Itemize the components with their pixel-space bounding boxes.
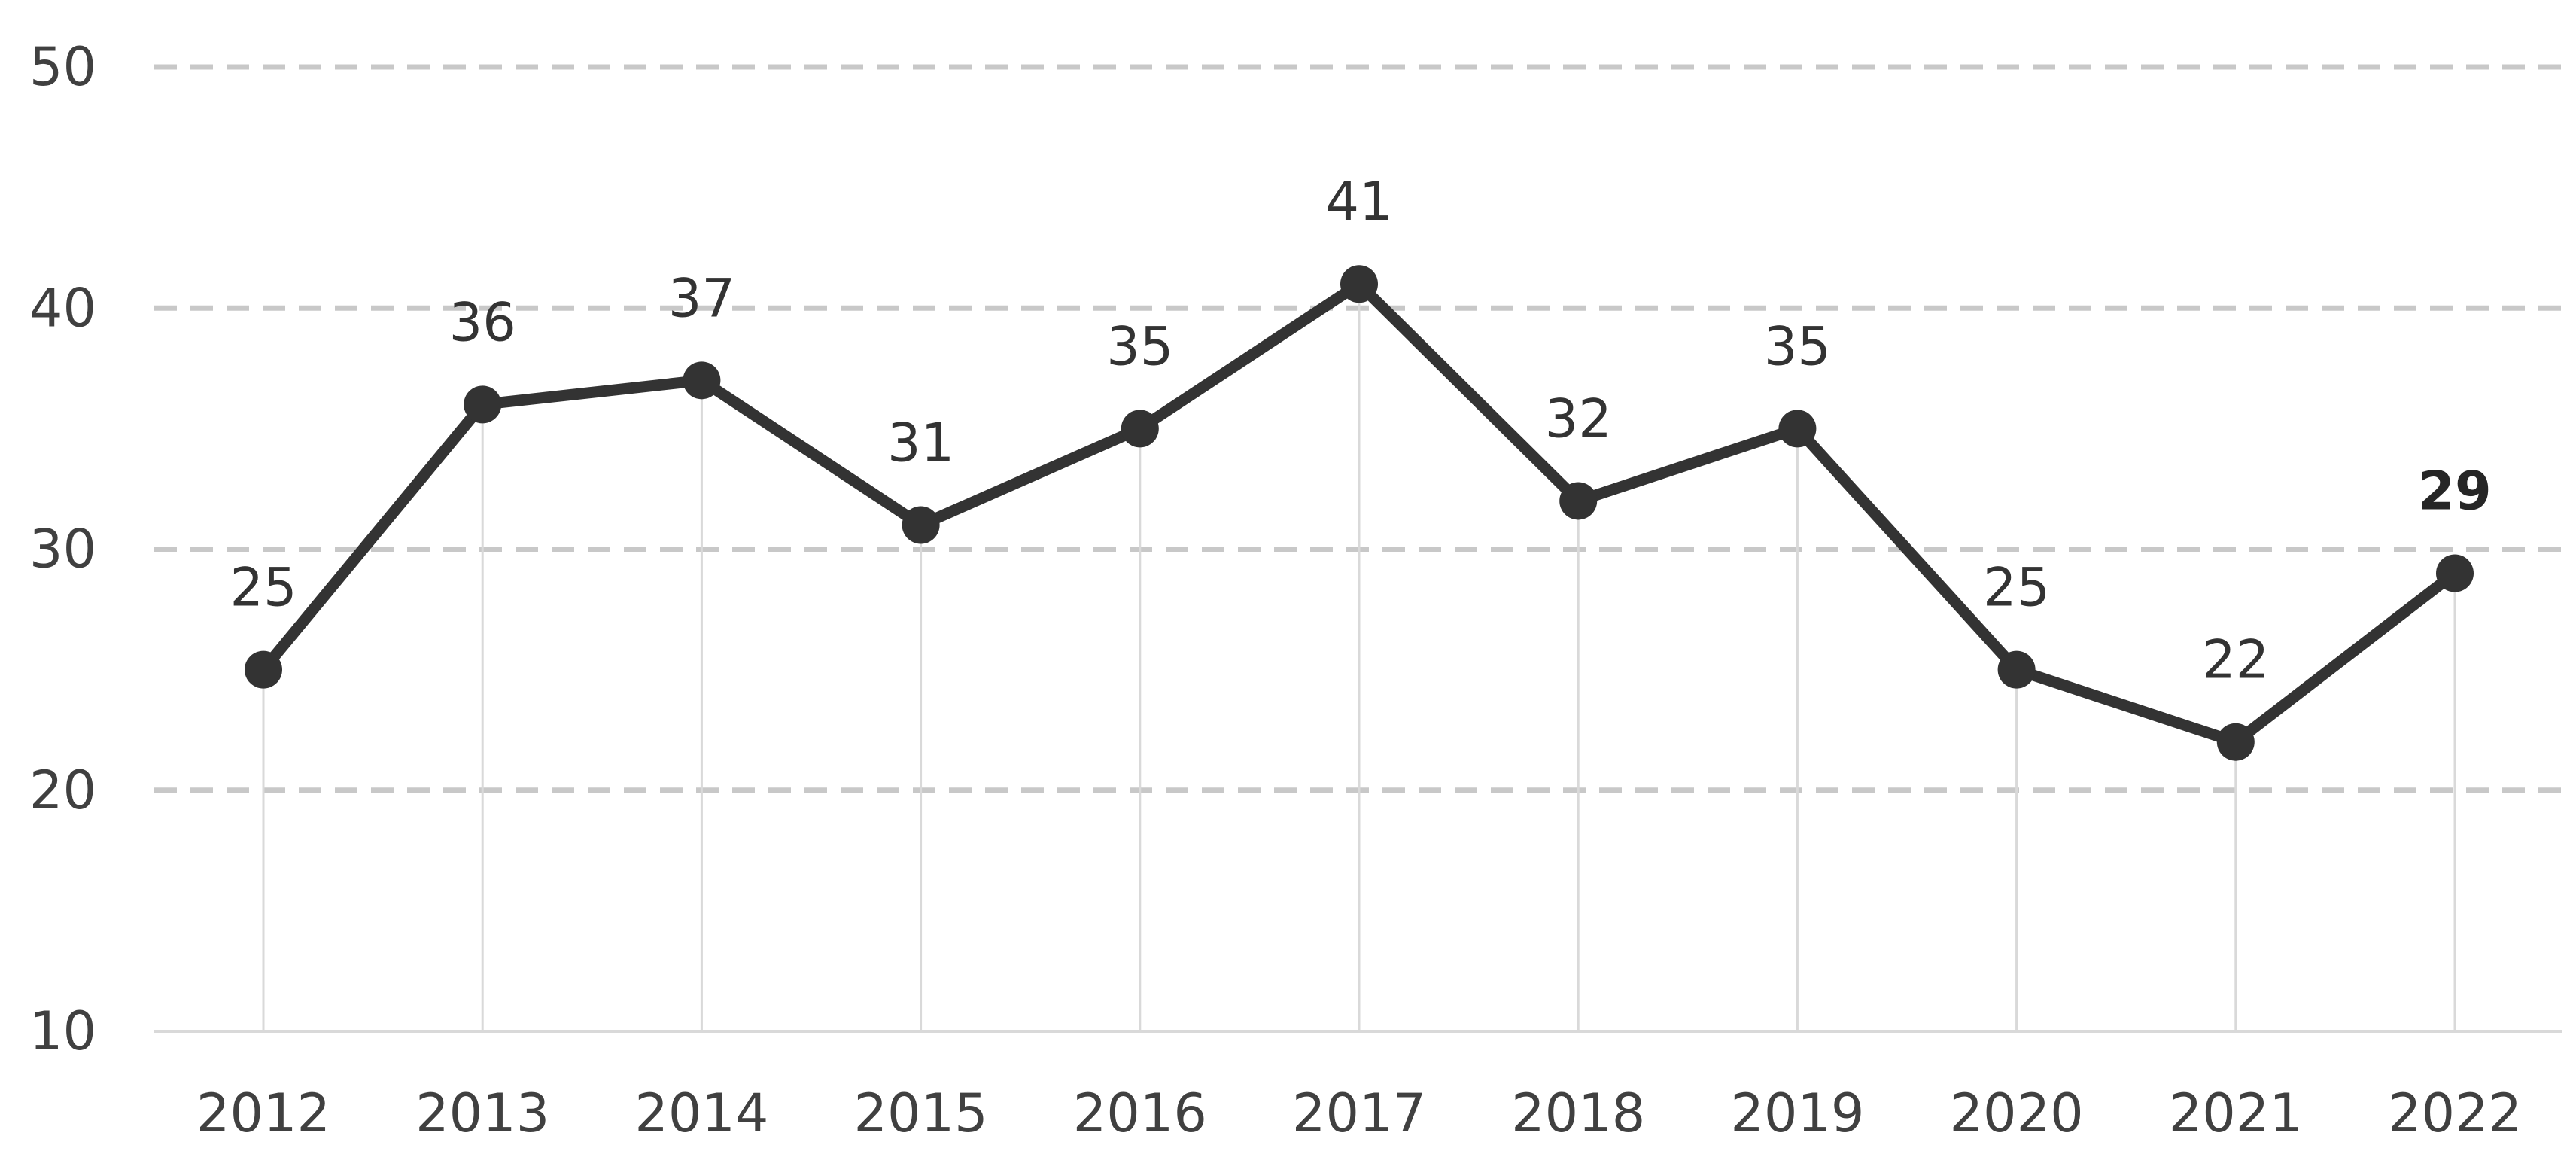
data-point-2017 [1340,265,1378,303]
x-tick-label-2019: 2019 [1730,1082,1864,1144]
x-tick-label-2020: 2020 [1950,1082,2084,1144]
x-tick-label-2021: 2021 [2169,1082,2303,1144]
data-label-2014: 37 [668,267,735,329]
x-tick-label-2013: 2013 [415,1082,549,1144]
data-label-2020: 25 [1983,557,2050,619]
data-point-2022 [2436,554,2474,592]
y-tick-label: 20 [29,760,96,821]
data-point-2020 [1997,650,2036,689]
data-label-2018: 32 [1545,388,1612,449]
data-label-2019: 35 [1764,315,1831,377]
data-label-2016: 35 [1106,315,1173,377]
data-point-2018 [1559,482,1598,520]
axes: 10 20 30 40 50 2012 2013 2014 2015 2016 2017 2018 20… [29,36,2562,1144]
data-point-2016 [1121,410,1159,448]
y-tick-label: 10 [29,1000,96,1062]
data-point-2013 [464,385,502,424]
data-point-2014 [683,361,721,400]
series [245,265,2474,761]
y-tick-label: 30 [29,519,96,580]
data-labels: 25 36 37 31 35 41 32 35 25 22 29 [230,171,2491,690]
drop-lines [262,284,2456,1031]
x-tick-label-2014: 2014 [634,1082,768,1144]
data-label-2015: 31 [887,412,954,473]
x-tick-label-2018: 2018 [1511,1082,1645,1144]
y-tick-label: 50 [29,36,96,98]
data-label-2017: 41 [1325,171,1392,233]
data-label-2012: 25 [230,557,297,619]
data-point-2015 [902,506,940,544]
data-label-2021: 22 [2202,629,2269,691]
data-label-2013: 36 [449,291,516,353]
x-tick-label-2017: 2017 [1292,1082,1426,1144]
data-label-2022: 29 [2418,461,2491,522]
y-tick-label: 40 [29,277,96,339]
x-tick-label-2022: 2022 [2388,1082,2522,1144]
x-tick-label-2012: 2012 [196,1082,330,1144]
data-point-2021 [2216,723,2255,761]
x-tick-label-2016: 2016 [1073,1082,1207,1144]
data-point-2012 [245,650,282,689]
data-point-2019 [1778,410,1817,448]
x-tick-label-2015: 2015 [854,1082,988,1144]
